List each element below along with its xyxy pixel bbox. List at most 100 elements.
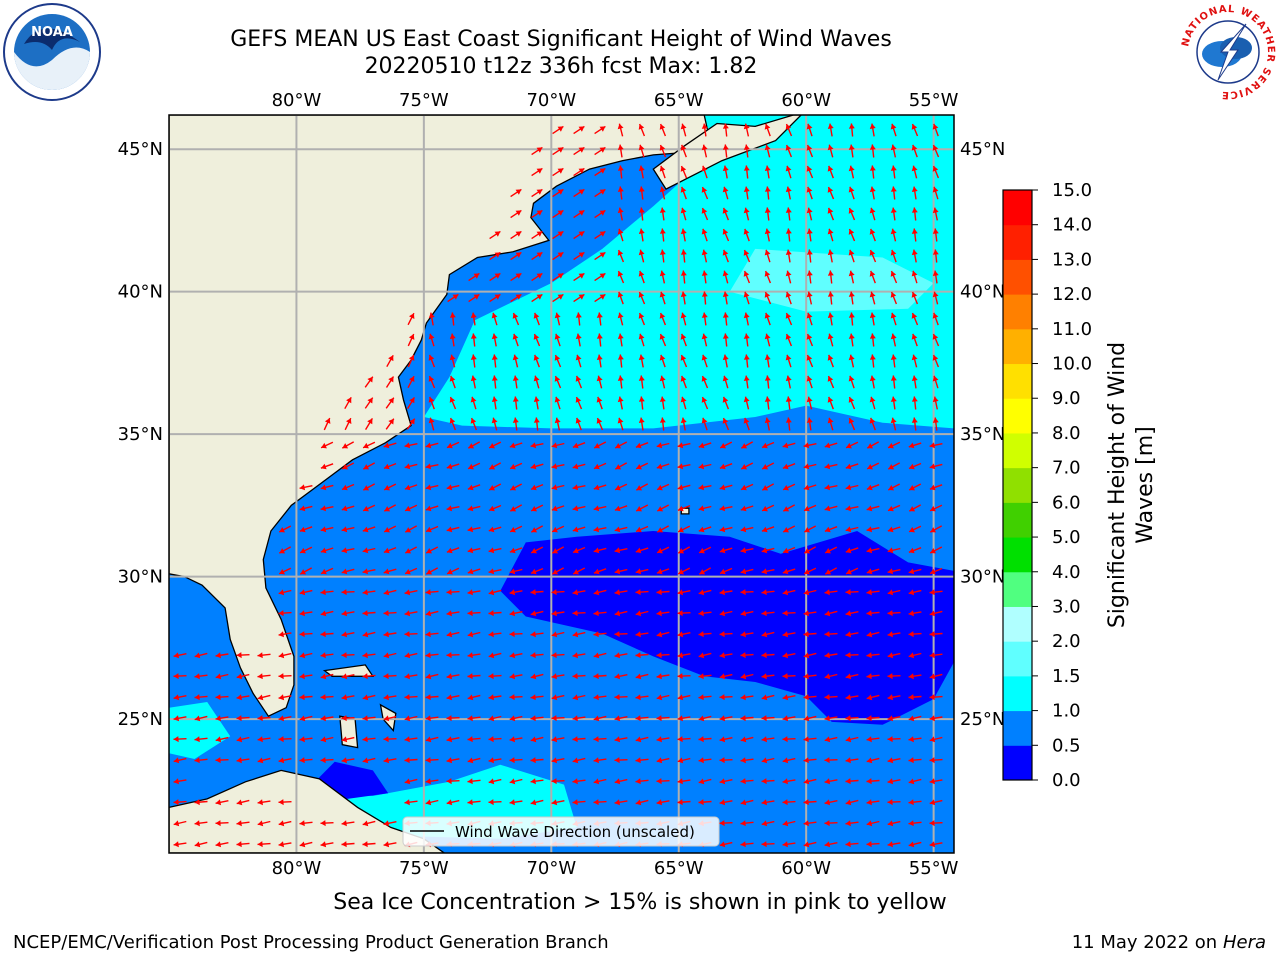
- wave-direction-arrow: [383, 546, 397, 554]
- wave-direction-arrow: [677, 525, 691, 533]
- wave-direction-arrow: [362, 841, 376, 848]
- wave-direction-arrow: [593, 610, 607, 617]
- wave-direction-arrow: [425, 778, 439, 785]
- wave-direction-arrow: [635, 736, 649, 743]
- wave-direction-arrow: [761, 736, 775, 743]
- wave-direction-arrow: [803, 778, 817, 785]
- wave-direction-arrow: [383, 757, 397, 764]
- wave-direction-arrow: [575, 417, 582, 431]
- wave-direction-arrow: [488, 504, 502, 512]
- wave-direction-arrow: [824, 841, 838, 848]
- wave-direction-arrow: [845, 610, 859, 617]
- wave-direction-arrow: [509, 799, 523, 806]
- wave-direction-arrow: [467, 526, 481, 533]
- wave-direction-arrow: [698, 757, 712, 764]
- wave-direction-arrow: [489, 293, 501, 303]
- wave-direction-arrow: [698, 567, 712, 575]
- wave-direction-arrow: [572, 610, 586, 617]
- colorbar-tick-label: 1.0: [1052, 701, 1081, 722]
- wave-direction-arrow: [929, 757, 943, 764]
- wave-direction-arrow: [656, 715, 670, 722]
- wave-direction-arrow: [572, 736, 586, 743]
- wave-direction-arrow: [573, 251, 585, 261]
- wave-direction-arrow: [299, 715, 313, 722]
- lat-tick-label-right: 30°N: [960, 567, 1005, 588]
- wave-direction-arrow: [764, 228, 771, 242]
- wave-direction-arrow: [362, 673, 376, 680]
- wave-direction-arrow: [782, 820, 796, 827]
- wave-direction-arrow: [719, 652, 733, 659]
- wave-direction-arrow: [299, 757, 313, 764]
- wave-direction-arrow: [827, 144, 834, 158]
- wave-direction-arrow: [761, 631, 775, 638]
- wave-direction-arrow: [932, 186, 939, 200]
- wave-direction-arrow: [911, 123, 919, 137]
- wave-direction-arrow: [236, 736, 250, 743]
- wave-direction-arrow: [638, 207, 645, 221]
- wave-direction-arrow: [656, 799, 670, 806]
- wave-direction-arrow: [386, 354, 394, 368]
- wave-direction-arrow: [635, 715, 649, 722]
- wave-direction-arrow: [278, 820, 292, 827]
- land-nova-scotia: [652, 115, 803, 190]
- wind-wave-arrows: [173, 123, 943, 848]
- wave-direction-arrow: [446, 589, 460, 596]
- wave-direction-arrow: [173, 652, 187, 659]
- wave-direction-arrow: [659, 375, 666, 389]
- colorbar-swatch: [1003, 432, 1032, 469]
- wave-direction-arrow: [824, 505, 838, 512]
- lon-tick-label-top: 70°W: [526, 90, 576, 111]
- wave-direction-arrow: [488, 799, 502, 806]
- wave-direction-arrow: [803, 736, 817, 743]
- wave-direction-arrow: [509, 778, 523, 785]
- wave-direction-arrow: [887, 736, 901, 743]
- wave-direction-arrow: [785, 375, 792, 389]
- wave-direction-arrow: [701, 312, 708, 326]
- wave-direction-arrow: [449, 333, 456, 347]
- wave-direction-arrow: [194, 736, 208, 743]
- wave-direction-arrow: [635, 442, 649, 449]
- wave-direction-arrow: [656, 610, 670, 617]
- wave-direction-arrow: [614, 778, 628, 785]
- wave-direction-arrow: [932, 417, 939, 431]
- lat-tick-label-left: 45°N: [118, 139, 163, 160]
- wave-direction-arrow: [740, 652, 754, 659]
- wave-direction-arrow: [491, 354, 498, 368]
- wave-direction-arrow: [677, 504, 691, 512]
- wave-direction-arrow: [761, 441, 775, 449]
- wave-direction-arrow: [364, 376, 374, 388]
- credit-text: NCEP/EMC/Verification Post Processing Pr…: [13, 932, 609, 953]
- wave-direction-arrow: [320, 631, 334, 638]
- wave-direction-arrow: [404, 610, 418, 617]
- wave-direction-arrow: [785, 291, 792, 305]
- wave-direction-arrow: [425, 484, 439, 491]
- wave-direction-arrow: [446, 778, 460, 785]
- wave-direction-arrow: [911, 249, 918, 263]
- wave-direction-arrow: [593, 652, 607, 659]
- wave-direction-arrow: [320, 463, 334, 470]
- wave-direction-arrow: [680, 207, 687, 221]
- sea-ice-note: Sea Ice Concentration > 15% is shown in …: [333, 890, 947, 915]
- wave-direction-arrow: [785, 207, 792, 221]
- wave-direction-arrow: [491, 312, 498, 326]
- wave-direction-arrow: [194, 820, 208, 827]
- wave-direction-arrow: [782, 568, 796, 575]
- wave-direction-arrow: [614, 736, 628, 743]
- wave-direction-arrow: [869, 354, 876, 368]
- wave-direction-arrow: [320, 715, 334, 722]
- wave-direction-arrow: [425, 567, 439, 575]
- wave-direction-arrow: [510, 188, 522, 198]
- wave-direction-arrow: [594, 125, 606, 135]
- wave-direction-arrow: [848, 333, 855, 347]
- wave-direction-arrow: [257, 820, 271, 827]
- wave-direction-arrow: [575, 396, 583, 410]
- wave-direction-arrow: [236, 799, 250, 806]
- wave-direction-arrow: [320, 547, 334, 554]
- wave-direction-arrow: [932, 312, 939, 326]
- wave-direction-arrow: [278, 631, 292, 638]
- colorbar-swatch: [1003, 294, 1032, 330]
- wave-direction-arrow: [869, 417, 876, 431]
- wave-direction-arrow: [740, 673, 754, 680]
- wave-direction-arrow: [782, 694, 796, 701]
- wave-direction-arrow: [362, 757, 376, 764]
